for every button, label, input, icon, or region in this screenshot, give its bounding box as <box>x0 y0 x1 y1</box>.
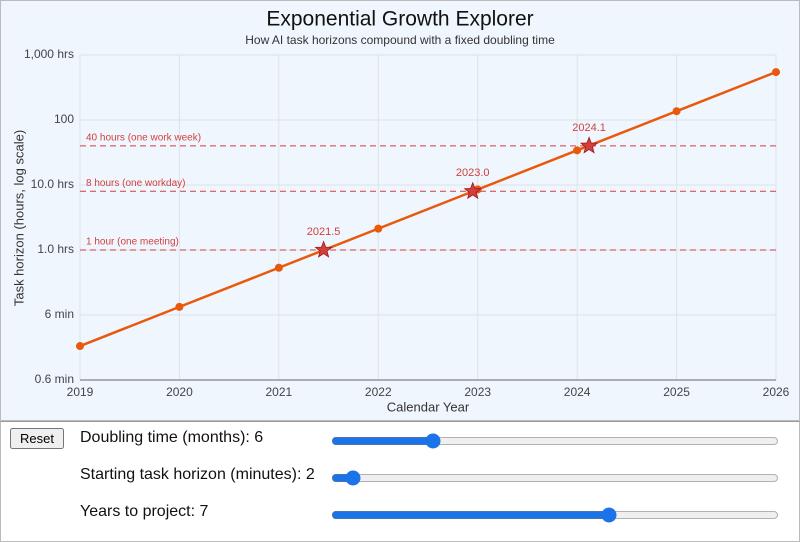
milestone-star <box>579 136 599 154</box>
chart: Exponential Growth Explorer How AI task … <box>0 0 800 421</box>
slider-value: 2 <box>305 466 315 483</box>
chart-title: Exponential Growth Explorer <box>266 8 533 31</box>
data-point <box>772 68 780 77</box>
slider-label-text: Starting task horizon (minutes): <box>80 466 302 483</box>
x-tick-label: 2020 <box>166 385 193 399</box>
controls-panel: Reset Doubling time (months): 6 Starting … <box>0 421 800 542</box>
slider-label: Doubling time (months): 6 <box>80 429 263 447</box>
milestone-label: 2023.0 <box>456 167 490 179</box>
data-point <box>374 224 383 233</box>
y-tick-label: 1.0 hrs <box>37 242 74 256</box>
milestone-star <box>463 181 482 200</box>
y-tick-label: 0.6 min <box>35 372 74 386</box>
y-tick-label: 10.0 hrs <box>31 177 74 191</box>
y-tick-label: 100 <box>54 112 74 126</box>
slider-label-text: Doubling time (months): <box>80 429 250 446</box>
slider[interactable] <box>331 507 779 523</box>
reference-label: 8 hours (one workday) <box>86 178 186 189</box>
milestone-star <box>314 240 333 258</box>
data-point <box>672 107 681 116</box>
data-point <box>573 146 582 155</box>
x-tick-label: 2022 <box>365 385 392 399</box>
x-tick-label: 2023 <box>464 385 491 399</box>
slider[interactable] <box>331 470 779 486</box>
data-point <box>175 302 184 311</box>
x-axis-label: Calendar Year <box>387 399 470 414</box>
slider-label-text: Years to project: <box>80 503 196 520</box>
slider-label: Years to project: 7 <box>80 503 208 521</box>
x-tick-label: 2026 <box>763 385 790 399</box>
data-point <box>76 342 84 351</box>
y-tick-label: 1,000 hrs <box>24 47 74 61</box>
slider[interactable] <box>331 433 779 449</box>
data-point <box>274 263 283 272</box>
x-tick-label: 2025 <box>663 385 690 399</box>
data-line <box>79 70 777 348</box>
milestone-label: 2024.1 <box>572 122 606 134</box>
chart-subtitle: How AI task horizons compound with a fix… <box>245 33 555 47</box>
reference-label: 40 hours (one work week) <box>86 133 201 144</box>
x-tick-label: 2019 <box>67 385 94 399</box>
y-axis-label: Task horizon (hours, log scale) <box>11 130 26 306</box>
slider-label: Starting task horizon (minutes): 2 <box>80 466 315 484</box>
x-tick-label: 2024 <box>564 385 591 399</box>
plot-area: 0.6 min 6 min 1.0 hrs 10.0 hrs 100 1,000 hrs 2… <box>24 47 790 399</box>
slider-value: 6 <box>254 429 264 446</box>
chart-background <box>0 0 800 421</box>
reset-button[interactable]: Reset <box>10 428 64 449</box>
y-tick-label: 6 min <box>45 307 74 321</box>
slider-value: 7 <box>199 503 209 520</box>
x-tick-label: 2021 <box>266 385 293 399</box>
milestone-label: 2021.5 <box>307 226 341 238</box>
reference-label: 1 hour (one meeting) <box>86 237 179 248</box>
